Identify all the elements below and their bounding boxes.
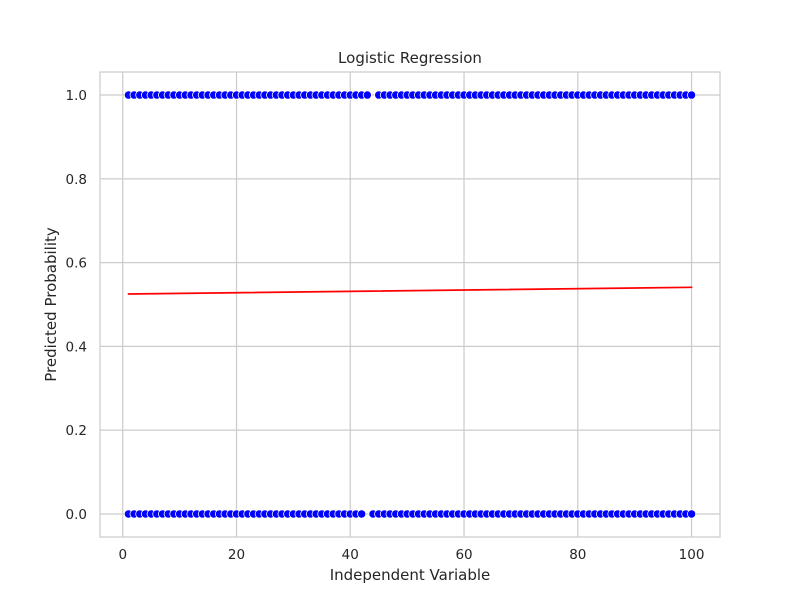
y-tick-label-4: 0.8 xyxy=(66,172,87,188)
x-tick-label-5: 100 xyxy=(679,547,705,563)
y-tick-label-0: 0.0 xyxy=(66,507,87,523)
y-axis-label: Predicted Probability xyxy=(42,227,60,382)
y-tick-label-3: 0.6 xyxy=(66,256,87,272)
x-tick-label-2: 40 xyxy=(342,547,359,563)
plot-frame xyxy=(99,71,721,538)
scatter-point-197 xyxy=(687,90,697,100)
chart-title: Logistic Regression xyxy=(338,49,482,67)
x-tick-label-4: 80 xyxy=(569,547,586,563)
line-layer xyxy=(127,286,693,295)
tick-label-layer: 0 20 40 60 80 100 0.0 0.2 0.4 0.6 0.8 1.0 xyxy=(66,88,705,563)
scatter-layer xyxy=(123,90,697,519)
x-tick-label-1: 20 xyxy=(228,547,245,563)
x-tick-label-0: 0 xyxy=(118,547,127,563)
x-tick-label-3: 60 xyxy=(455,547,472,563)
y-tick-label-2: 0.4 xyxy=(66,339,87,355)
y-tick-label-5: 1.0 xyxy=(66,88,87,104)
regression-line xyxy=(127,286,693,295)
scatter-point-82 xyxy=(357,509,367,519)
x-axis-label: Independent Variable xyxy=(330,566,491,584)
y-tick-label-1: 0.2 xyxy=(66,423,87,439)
scatter-point-196 xyxy=(687,509,697,519)
plot-area-background xyxy=(100,72,720,537)
scatter-point-84 xyxy=(362,90,372,100)
